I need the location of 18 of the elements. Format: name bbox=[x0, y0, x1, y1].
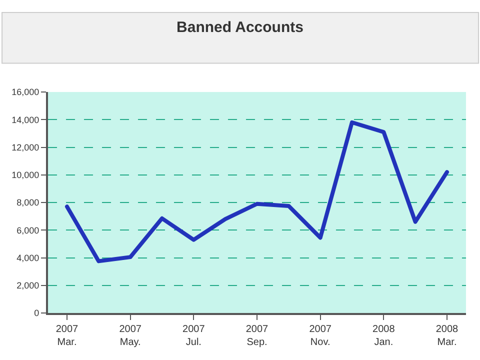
y-tick-label: 16,000 bbox=[12, 87, 40, 98]
x-tick-label: 2008 Mar. bbox=[436, 324, 459, 348]
x-tick-label: 2007 Sep. bbox=[246, 324, 269, 348]
x-tick-label: 2007 Mar. bbox=[56, 324, 79, 348]
line-series bbox=[65, 120, 449, 264]
x-tick-label: 2008 Jan. bbox=[372, 324, 396, 348]
chart-title: Banned Accounts bbox=[176, 19, 304, 36]
y-tick-label: 2,000 bbox=[16, 280, 40, 291]
y-tick-label: 0 bbox=[34, 308, 40, 318]
x-tick-label: 2007 Jul. bbox=[182, 324, 206, 348]
y-tick-label: 8,000 bbox=[16, 198, 40, 208]
x-tick-label: 2007 Nov. bbox=[309, 324, 332, 348]
x-tick-label: 2007 May. bbox=[119, 324, 142, 348]
y-tick-label: 12,000 bbox=[12, 142, 40, 152]
y-tick-label: 6,000 bbox=[16, 225, 40, 236]
y-tick-label: 14,000 bbox=[12, 114, 40, 125]
y-tick-label: 4,000 bbox=[16, 252, 40, 263]
y-tick-label: 10,000 bbox=[12, 170, 40, 180]
